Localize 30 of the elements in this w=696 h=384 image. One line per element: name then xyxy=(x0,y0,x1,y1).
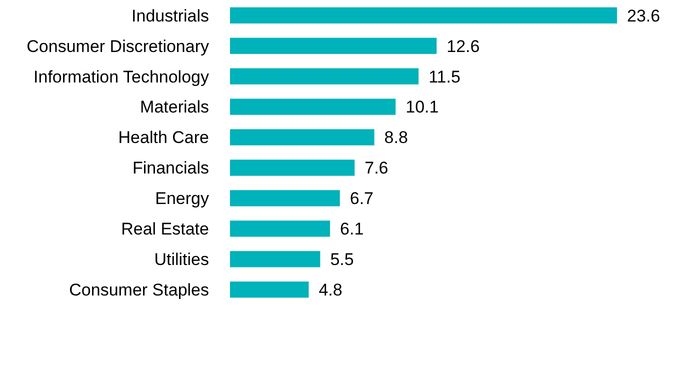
y-tick-label: Real Estate xyxy=(121,220,209,239)
data-label: 11.5 xyxy=(428,67,460,86)
bar xyxy=(230,282,309,298)
data-label: 10.1 xyxy=(406,98,439,117)
y-tick-label: Industrials xyxy=(132,6,209,26)
y-tick-label: Health Care xyxy=(118,128,209,148)
data-label: 12.6 xyxy=(446,36,480,56)
y-tick-label: Financials xyxy=(132,158,209,178)
y-tick-label: Consumer Staples xyxy=(69,280,209,300)
data-label: 6.1 xyxy=(340,220,364,239)
bar xyxy=(230,129,374,146)
data-label: 4.8 xyxy=(318,280,342,300)
bar xyxy=(230,251,320,268)
y-tick-label: Information Technology xyxy=(34,67,210,86)
y-tick-label: Materials xyxy=(140,98,209,117)
y-tick-label: Utilities xyxy=(154,250,209,270)
bar xyxy=(230,38,437,54)
bar xyxy=(230,7,617,24)
bar xyxy=(230,220,330,237)
bar xyxy=(230,68,419,84)
bar xyxy=(230,190,340,206)
y-tick-label: Consumer Discretionary xyxy=(26,36,210,56)
data-label: 8.8 xyxy=(384,128,408,148)
bar xyxy=(230,98,396,115)
y-tick-label: Energy xyxy=(155,189,210,208)
data-label: 23.6 xyxy=(627,6,660,26)
data-label: 5.5 xyxy=(330,250,354,270)
data-label: 7.6 xyxy=(364,158,388,178)
bar xyxy=(230,160,355,176)
data-label: 6.7 xyxy=(350,189,374,208)
